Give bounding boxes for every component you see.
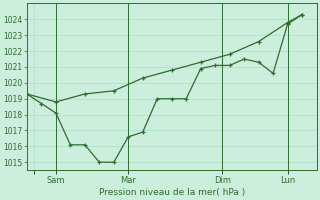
- X-axis label: Pression niveau de la mer( hPa ): Pression niveau de la mer( hPa ): [99, 188, 245, 197]
